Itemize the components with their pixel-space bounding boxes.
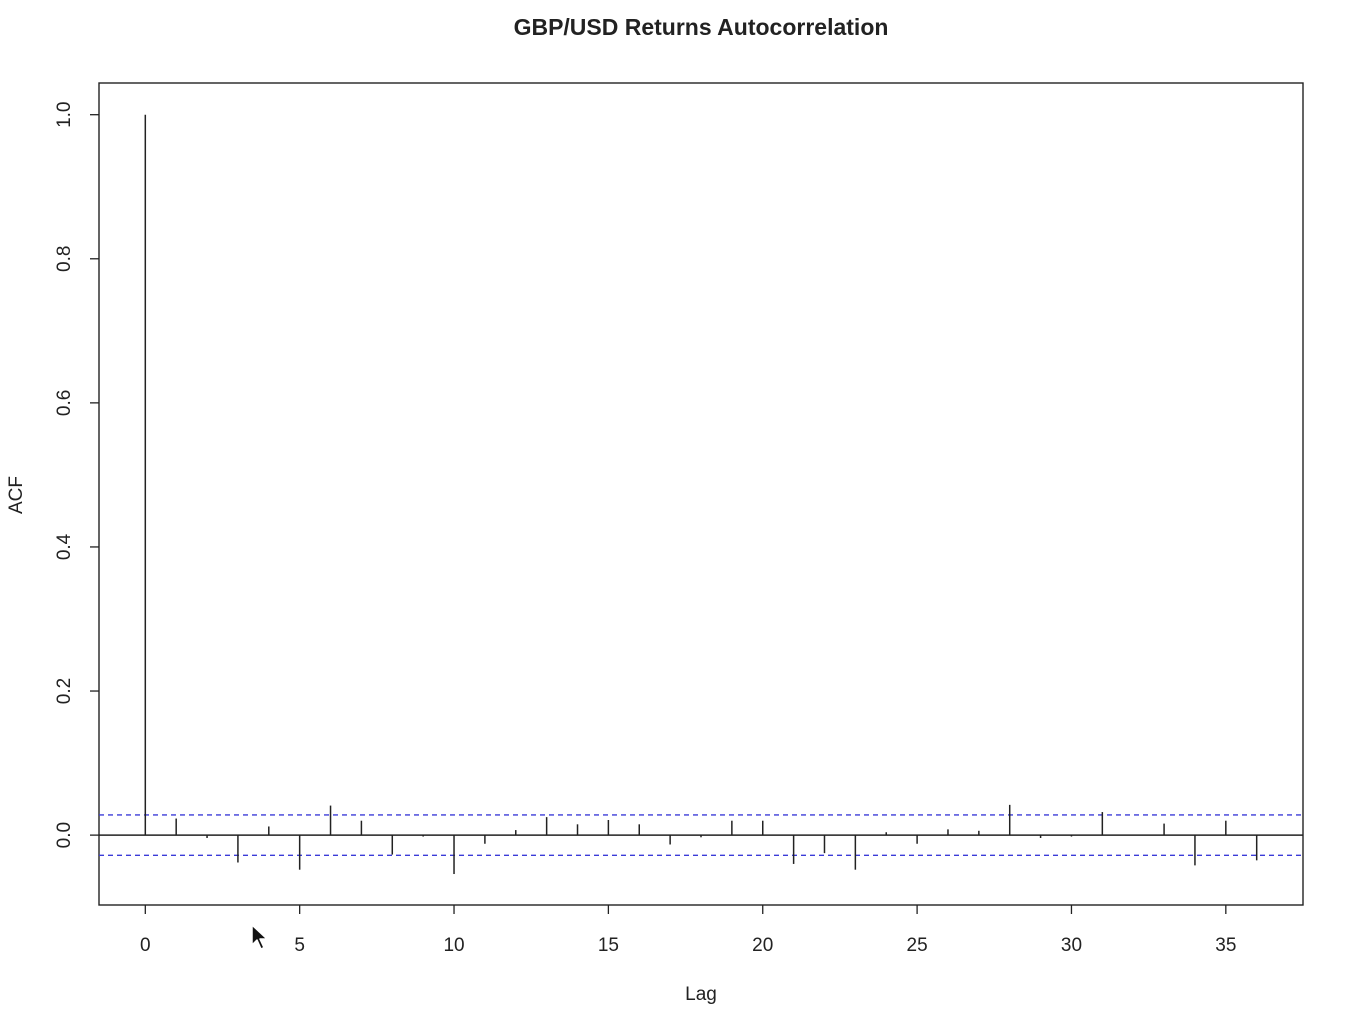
y-tick-label-4: 0.8 xyxy=(54,246,75,272)
x-tick-label-20: 20 xyxy=(752,935,773,956)
x-tick-label-5: 5 xyxy=(294,935,305,956)
y-tick-label-0: 0.0 xyxy=(54,822,75,848)
chart-title: GBP/USD Returns Autocorrelation xyxy=(514,14,889,40)
axis-ticks: 0 5 10 15 20 25 30 35 0.0 0.2 0.4 0.6 0.8 1.0 xyxy=(54,101,1236,956)
plot-frame xyxy=(98,82,1304,906)
mouse-pointer-icon xyxy=(251,924,268,950)
y-tick-label-2: 0.4 xyxy=(54,533,75,560)
x-axis-label: Lag xyxy=(685,984,717,1005)
x-tick-label-15: 15 xyxy=(598,935,619,956)
y-tick-label-5: 1.0 xyxy=(54,101,75,127)
y-axis-label: ACF xyxy=(6,476,27,514)
x-tick-label-25: 25 xyxy=(907,935,928,956)
x-tick-label-35: 35 xyxy=(1215,935,1236,956)
plot-area xyxy=(98,82,1304,906)
x-tick-label-10: 10 xyxy=(443,935,464,956)
x-tick-label-30: 30 xyxy=(1061,935,1082,956)
y-tick-label-1: 0.2 xyxy=(54,678,75,704)
x-tick-label-0: 0 xyxy=(140,935,151,956)
y-tick-label-3: 0.6 xyxy=(54,390,75,416)
